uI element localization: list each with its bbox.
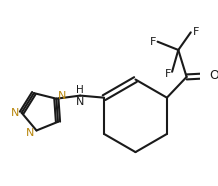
Text: N: N [26, 128, 34, 138]
Text: H: H [76, 85, 84, 94]
Text: N: N [76, 97, 84, 107]
Text: N: N [57, 91, 66, 101]
Text: F: F [165, 69, 171, 79]
Text: F: F [192, 27, 199, 37]
Text: O: O [209, 69, 218, 82]
Text: F: F [150, 37, 156, 47]
Text: N: N [11, 108, 19, 118]
